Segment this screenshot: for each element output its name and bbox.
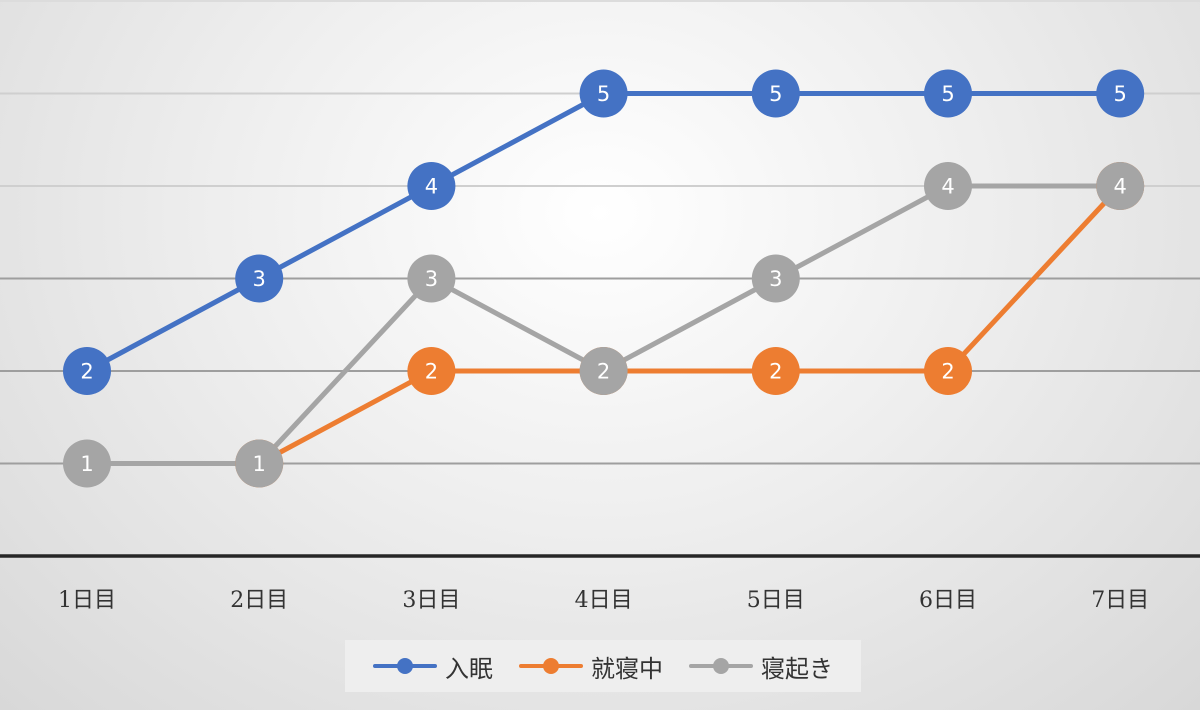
data-point-marker bbox=[924, 347, 972, 395]
data-label: 2 bbox=[80, 360, 93, 384]
series-line-2 bbox=[84, 183, 1123, 466]
data-point-marker bbox=[751, 69, 800, 118]
x-tick-label: 5日目 bbox=[747, 588, 805, 613]
data-label: 1 bbox=[253, 452, 266, 476]
data-label: 4 bbox=[941, 175, 954, 199]
data-point: 3 bbox=[235, 254, 284, 303]
data-label: 5 bbox=[597, 82, 610, 106]
data-label: 2 bbox=[769, 360, 782, 384]
data-point: 5 bbox=[579, 69, 628, 118]
data-point-marker bbox=[1096, 69, 1145, 118]
data-label: 2 bbox=[941, 360, 954, 384]
x-tick-label: 7日目 bbox=[1091, 588, 1149, 613]
data-point-marker bbox=[63, 439, 111, 488]
series-line-0 bbox=[84, 91, 1123, 374]
data-point: 4 bbox=[924, 162, 972, 210]
data-point: 4 bbox=[1096, 162, 1145, 210]
data-point-marker bbox=[407, 347, 456, 395]
data-label: 2 bbox=[597, 360, 610, 384]
data-point: 2 bbox=[63, 347, 111, 395]
data-point-marker bbox=[579, 347, 628, 395]
data-point-marker bbox=[235, 439, 284, 488]
legend-swatch-series-1 bbox=[519, 656, 583, 676]
data-point-marker bbox=[751, 347, 800, 395]
data-point: 5 bbox=[924, 69, 972, 118]
data-label: 4 bbox=[425, 175, 438, 199]
data-label: 5 bbox=[941, 82, 954, 106]
legend-label-series-2: 寝起き bbox=[761, 654, 833, 683]
data-point-marker bbox=[407, 162, 456, 210]
data-label: 5 bbox=[1114, 82, 1127, 106]
data-point-marker bbox=[63, 347, 111, 395]
data-label: 3 bbox=[253, 267, 266, 291]
data-point-marker bbox=[924, 69, 972, 118]
data-point: 2 bbox=[751, 347, 800, 395]
chart-legend: 入眠 就寝中 寝起き bbox=[345, 640, 861, 692]
data-point-marker bbox=[1096, 162, 1145, 210]
x-tick-label: 4日目 bbox=[575, 588, 633, 613]
data-label: 4 bbox=[1114, 175, 1127, 199]
data-point: 2 bbox=[924, 347, 972, 395]
data-point: 1 bbox=[63, 439, 111, 488]
data-label: 2 bbox=[425, 360, 438, 384]
x-tick-label: 1日目 bbox=[58, 588, 116, 613]
data-label: 1 bbox=[80, 452, 93, 476]
data-point-marker bbox=[235, 254, 284, 303]
data-point: 5 bbox=[751, 69, 800, 118]
data-point: 2 bbox=[579, 347, 628, 395]
legend-item-series-2: 寝起き bbox=[689, 649, 833, 684]
data-label: 3 bbox=[425, 267, 438, 291]
data-point: 3 bbox=[751, 254, 800, 303]
legend-label-series-0: 入眠 bbox=[445, 654, 493, 683]
legend-item-series-1: 就寝中 bbox=[519, 649, 663, 684]
data-label: 5 bbox=[769, 82, 782, 106]
data-point: 5 bbox=[1096, 69, 1145, 118]
data-point-marker bbox=[407, 254, 456, 303]
data-point: 3 bbox=[407, 254, 456, 303]
data-point: 2 bbox=[407, 347, 456, 395]
legend-swatch-series-0 bbox=[373, 656, 437, 676]
x-tick-label: 2日目 bbox=[230, 588, 288, 613]
data-point-marker bbox=[924, 162, 972, 210]
legend-label-series-1: 就寝中 bbox=[591, 654, 663, 683]
legend-item-series-0: 入眠 bbox=[373, 649, 493, 684]
series-line-1 bbox=[256, 183, 1123, 466]
legend-swatch-series-2 bbox=[689, 656, 753, 676]
data-point: 1 bbox=[235, 439, 284, 488]
x-tick-label: 3日目 bbox=[402, 588, 460, 613]
x-tick-label: 6日目 bbox=[919, 588, 977, 613]
data-point-marker bbox=[751, 254, 800, 303]
data-point-marker bbox=[579, 69, 628, 118]
data-point: 4 bbox=[407, 162, 456, 210]
data-label: 3 bbox=[769, 267, 782, 291]
